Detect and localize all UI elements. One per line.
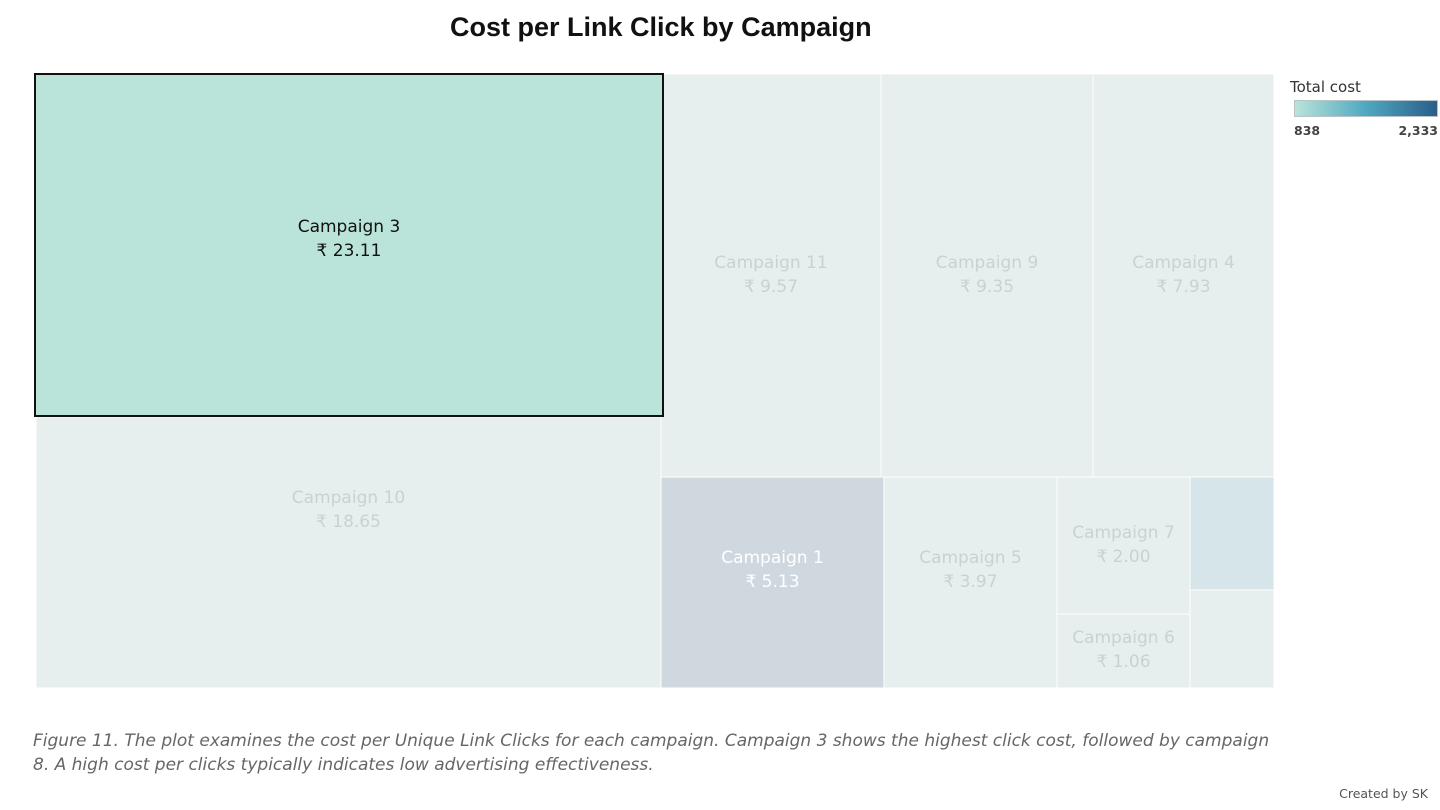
- chart-title: Cost per Link Click by Campaign: [450, 12, 872, 42]
- tile-label-campaign-11: Campaign 11: [714, 253, 827, 273]
- tile-value-campaign-6: ₹ 1.06: [1096, 652, 1150, 672]
- credit-text: Created by SK: [1339, 786, 1428, 801]
- tile-campaign-10[interactable]: [35, 416, 662, 689]
- tile-label-campaign-9: Campaign 9: [936, 253, 1039, 273]
- tile-value-campaign-11: ₹ 9.57: [744, 277, 798, 297]
- tile-campaign-11[interactable]: [660, 73, 882, 478]
- tile-label-campaign-10: Campaign 10: [292, 488, 405, 508]
- tile-value-campaign-10: ₹ 18.65: [316, 512, 381, 532]
- tile-campaign-7[interactable]: [1056, 476, 1191, 615]
- legend-min-label: 838: [1294, 123, 1321, 138]
- tile-value-campaign-7: ₹ 2.00: [1096, 547, 1150, 567]
- tile-label-campaign-4: Campaign 4: [1132, 253, 1235, 273]
- tile-unlabeled-9[interactable]: [1189, 476, 1275, 591]
- tile-campaign-1[interactable]: [660, 476, 885, 689]
- figure-caption: Figure 11. The plot examines the cost pe…: [33, 731, 1270, 775]
- tile-label-campaign-6: Campaign 6: [1072, 628, 1175, 648]
- tile-campaign-9[interactable]: [880, 73, 1094, 478]
- tile-value-campaign-3: ₹ 23.11: [317, 241, 382, 261]
- tile-unlabeled-10[interactable]: [1189, 589, 1275, 689]
- treemap-chart: Campaign 10 ₹ 18.65 Campaign 11 ₹ 9.57 Campa…: [34, 73, 1275, 689]
- tile-campaign-6[interactable]: [1056, 613, 1191, 689]
- color-legend-gradient[interactable]: [1294, 100, 1438, 117]
- tile-label-campaign-5: Campaign 5: [919, 548, 1022, 568]
- tile-label-campaign-7: Campaign 7: [1072, 523, 1175, 543]
- tile-label-campaign-3: Campaign 3: [298, 217, 401, 237]
- tile-value-campaign-9: ₹ 9.35: [960, 277, 1014, 297]
- tile-campaign-3[interactable]: [34, 73, 664, 417]
- legend-title: Total cost: [1290, 78, 1361, 96]
- legend-max-label: 2,333: [1398, 123, 1438, 138]
- tile-value-campaign-1: ₹ 5.13: [745, 572, 799, 592]
- tile-label-campaign-1: Campaign 1: [721, 548, 824, 568]
- tile-value-campaign-5: ₹ 3.97: [943, 572, 997, 592]
- tile-campaign-4[interactable]: [1092, 73, 1275, 478]
- tile-value-campaign-4: ₹ 7.93: [1156, 277, 1210, 297]
- tile-campaign-5[interactable]: [883, 476, 1058, 689]
